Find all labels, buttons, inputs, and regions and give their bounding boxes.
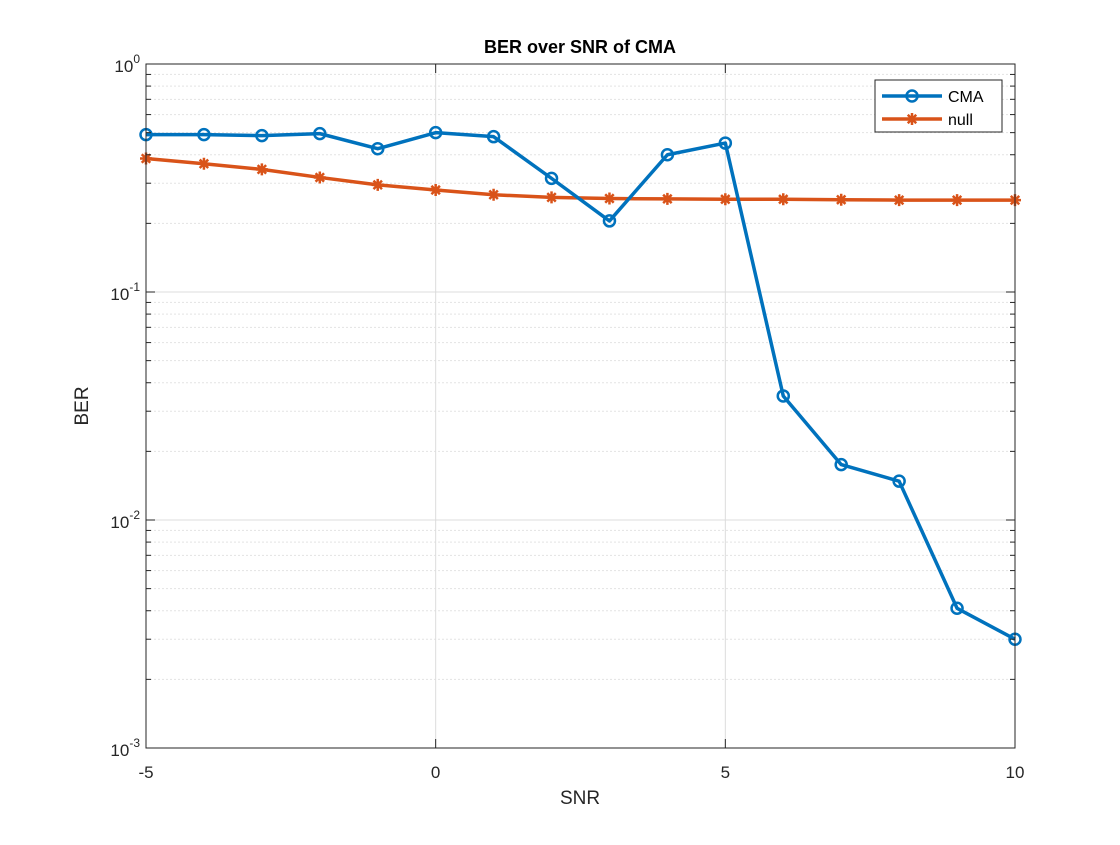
data-point-null [835, 193, 848, 206]
x-tick-label: 5 [721, 763, 730, 782]
data-point-cma [428, 125, 443, 140]
series-line-cma [146, 130, 1016, 641]
data-point-null [197, 157, 210, 170]
data-point-cma [660, 147, 675, 162]
data-point-null [255, 163, 268, 176]
legend-marker-null [906, 113, 918, 125]
data-point-null [951, 194, 964, 207]
legend: CMA null [874, 79, 1003, 133]
x-axis-label: SNR [560, 788, 600, 809]
data-point-null [777, 193, 790, 206]
x-tick-label: 0 [431, 763, 440, 782]
data-point-null [429, 184, 442, 197]
y-tick-label: 100 [114, 52, 140, 76]
y-tick-label: 10-3 [110, 736, 140, 760]
data-point-cma [950, 601, 964, 616]
y-axis-label: BER [72, 386, 93, 425]
minor-grid [146, 73, 1015, 680]
data-point-cma [370, 141, 385, 156]
data-point-cma [544, 171, 559, 186]
data-point-cma [197, 127, 211, 142]
data-point-cma [313, 126, 327, 141]
data-point-null [719, 193, 732, 206]
data-point-null [893, 194, 906, 207]
y-tick-labels: 10-3 10-2 10-1 100 [110, 52, 140, 760]
data-point-cma [602, 214, 617, 228]
data-point-null [545, 191, 558, 204]
data-point-cma [892, 474, 906, 488]
chart-title: BER over SNR of CMA [484, 37, 676, 57]
y-tick-label: 10-1 [110, 280, 140, 304]
data-point-null [371, 178, 384, 191]
legend-label-null: null [948, 112, 973, 129]
data-point-cma [718, 136, 733, 150]
data-point-cma [486, 129, 501, 144]
legend-box [874, 79, 1003, 133]
data-point-cma [776, 389, 791, 403]
data-point-cma [255, 128, 269, 143]
data-point-null [487, 188, 500, 201]
y-tick-label: 10-2 [110, 508, 140, 532]
x-tick-label: 10 [1006, 763, 1025, 782]
data-point-null [661, 192, 674, 205]
plot-frame [145, 63, 1016, 749]
legend-label-cma: CMA [948, 89, 984, 106]
series-layer [139, 125, 1022, 646]
data-point-cma [834, 457, 848, 472]
x-tick-labels: -5 0 5 10 [138, 763, 1024, 782]
ticks [145, 63, 1016, 749]
legend-marker-cma [905, 89, 919, 103]
data-point-null [603, 192, 616, 205]
data-point-null [313, 171, 326, 184]
x-tick-label: -5 [138, 763, 153, 782]
plot-area [146, 64, 1015, 748]
